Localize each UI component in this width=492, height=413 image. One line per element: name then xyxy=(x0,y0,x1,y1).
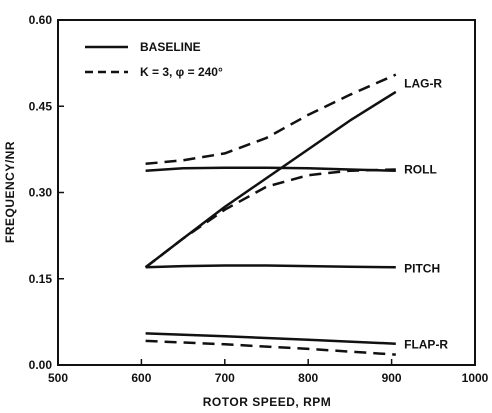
legend-label-modified: K = 3, φ = 240° xyxy=(140,65,223,79)
series-lag-r-solid xyxy=(144,90,397,269)
annotation-pitch: PITCH xyxy=(404,261,440,275)
y-tick-labels: 0.00 0.15 0.30 0.45 0.60 xyxy=(29,13,53,372)
y-tick-label: 0.00 xyxy=(29,358,53,372)
annotation-lag-r: LAG-R xyxy=(404,76,442,90)
x-tick-label: 700 xyxy=(215,371,235,385)
series-flap-r-dashed xyxy=(145,339,396,356)
x-tick-label: 600 xyxy=(131,371,151,385)
x-tick-label: 500 xyxy=(48,371,68,385)
annotation-roll: ROLL xyxy=(404,163,437,177)
y-tick-label: 0.60 xyxy=(29,13,53,27)
tick-marks xyxy=(57,19,476,366)
legend: BASELINE K = 3, φ = 240° xyxy=(85,40,223,79)
legend-label-baseline: BASELINE xyxy=(140,40,201,54)
y-tick-label: 0.15 xyxy=(29,272,53,286)
series-layer xyxy=(144,73,397,356)
annotation-flap-r: FLAP-R xyxy=(404,337,448,351)
series-lag-r-dashed xyxy=(145,73,397,166)
y-axis-label: FREQUENCY/NR xyxy=(3,141,17,243)
series-pitch-solid xyxy=(145,264,396,269)
y-tick-label: 0.45 xyxy=(29,99,53,113)
x-axis-label: ROTOR SPEED, RPM xyxy=(203,395,331,409)
x-tick-label: 900 xyxy=(382,371,402,385)
x-tick-label: 800 xyxy=(298,371,318,385)
x-tick-labels: 500 600 700 800 900 1000 xyxy=(48,371,489,385)
series-flap-r-solid xyxy=(145,332,396,345)
series-roll-dashed xyxy=(144,168,396,269)
y-tick-label: 0.30 xyxy=(29,186,53,200)
x-tick-label: 1000 xyxy=(462,371,489,385)
plot-frame xyxy=(57,19,476,366)
annotation-layer: LAG-R ROLL PITCH FLAP-R xyxy=(404,76,448,351)
